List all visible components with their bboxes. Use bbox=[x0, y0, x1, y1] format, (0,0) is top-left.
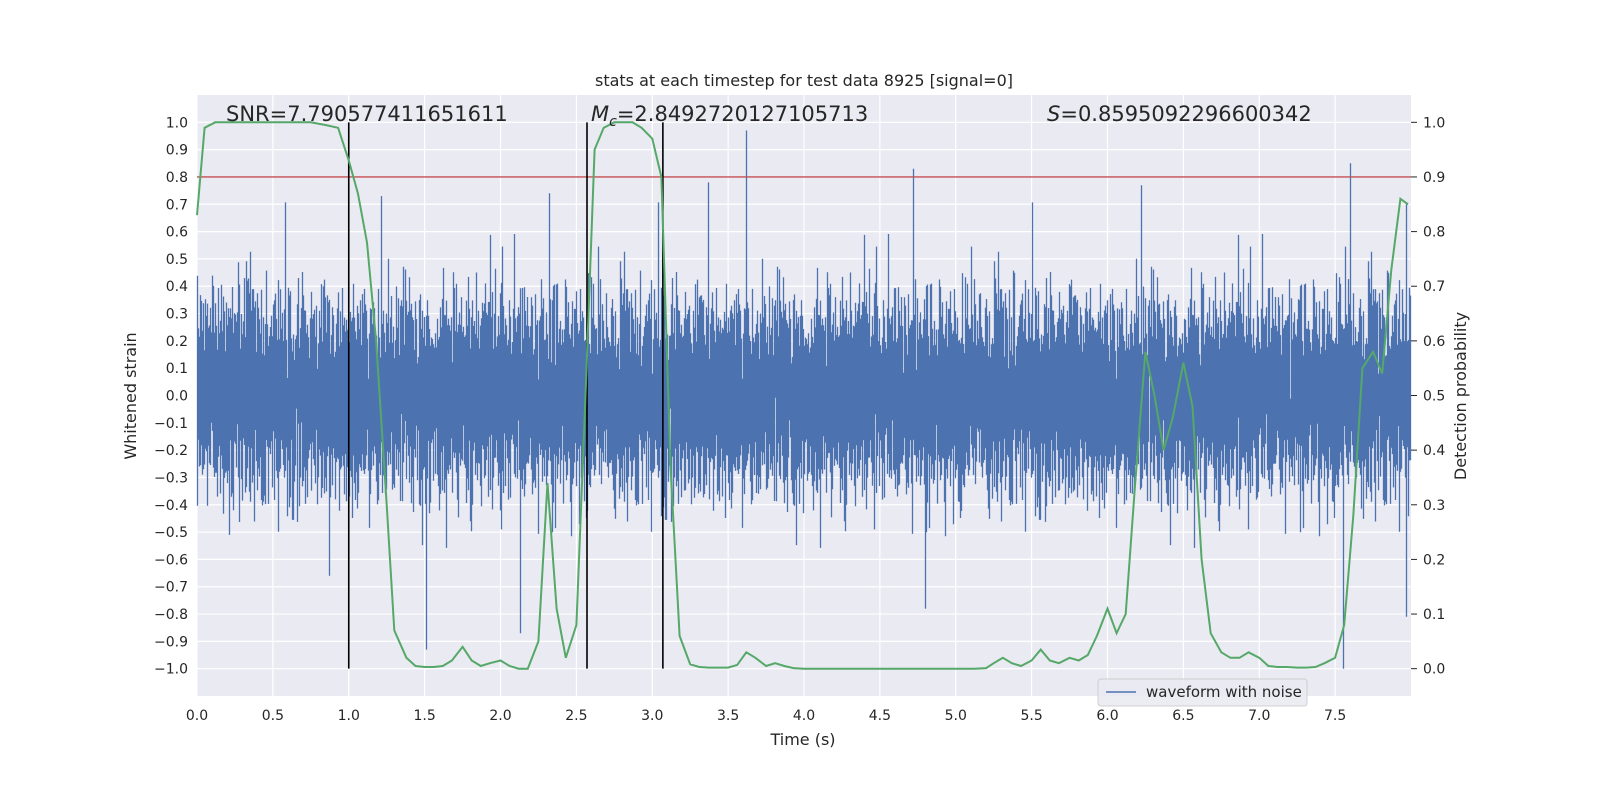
waveform-line bbox=[196, 130, 1412, 669]
x-tick-label: 4.0 bbox=[793, 708, 815, 724]
y-tick-label: 0.5 bbox=[166, 252, 188, 268]
y2-tick-label: 0.0 bbox=[1423, 662, 1445, 678]
s-value: =0.8595092296600342 bbox=[1060, 102, 1311, 126]
x-tick-label: 6.5 bbox=[1172, 708, 1194, 724]
x-tick-label: 7.0 bbox=[1248, 708, 1270, 724]
y-tick-label: −0.6 bbox=[154, 552, 188, 568]
y-tick-label: 0.6 bbox=[166, 225, 188, 241]
y-tick-label: 0.1 bbox=[166, 361, 188, 377]
x-tick-label: 0.5 bbox=[262, 708, 284, 724]
s-symbol: S bbox=[1047, 102, 1060, 126]
x-tick-label: 5.0 bbox=[945, 708, 967, 724]
y2-axis-label: Detection probability bbox=[1451, 312, 1470, 480]
x-tick-labels: 0.0 0.5 1.0 1.5 2.0 2.5 3.0 3.5 4.0 4.5 5.0 5.5 6.0 6… bbox=[186, 708, 1346, 724]
chirp-mass-annotation: Mc=2.8492720127105713 bbox=[591, 102, 868, 130]
x-tick-label: 2.0 bbox=[489, 708, 511, 724]
y-tick-label: 0.8 bbox=[166, 170, 188, 186]
chirp-mass-value: =2.8492720127105713 bbox=[617, 102, 868, 126]
chirp-mass-symbol: M bbox=[591, 102, 609, 126]
y2-tick-labels: 1.0 0.9 0.8 0.7 0.6 0.5 0.4 0.3 0.2 0.1 0.0 bbox=[1411, 115, 1445, 678]
x-tick-label: 3.0 bbox=[641, 708, 663, 724]
legend-box bbox=[1097, 678, 1308, 707]
snr-annotation: SNR=7.790577411651611 bbox=[226, 102, 508, 126]
chirp-mass-subscript: c bbox=[609, 114, 617, 130]
y2-tick-label: 0.3 bbox=[1423, 498, 1445, 514]
x-tick-label: 6.0 bbox=[1096, 708, 1118, 724]
y-tick-label: 0.2 bbox=[166, 334, 188, 350]
y-tick-label: −1.0 bbox=[154, 662, 188, 678]
legend: waveform with noise bbox=[1097, 678, 1308, 707]
chart-title: stats at each timestep for test data 892… bbox=[595, 71, 1013, 90]
x-axis-label: Time (s) bbox=[769, 730, 835, 749]
y2-tick-label: 0.6 bbox=[1423, 334, 1445, 350]
y2-tick-label: 0.8 bbox=[1423, 225, 1445, 241]
y-tick-label: −0.7 bbox=[154, 580, 188, 596]
legend-entry-waveform: waveform with noise bbox=[1146, 683, 1302, 701]
y-tick-label: −0.2 bbox=[154, 443, 188, 459]
y2-tick-label: 0.5 bbox=[1423, 389, 1445, 405]
y-tick-label: −0.8 bbox=[154, 607, 188, 623]
x-tick-label: 0.0 bbox=[186, 708, 208, 724]
x-tick-label: 1.5 bbox=[413, 708, 435, 724]
y-tick-label: −0.5 bbox=[154, 525, 188, 541]
x-tick-label: 5.5 bbox=[1020, 708, 1042, 724]
x-tick-label: 7.5 bbox=[1324, 708, 1346, 724]
x-tick-label: 2.5 bbox=[565, 708, 587, 724]
detection-probability-line bbox=[196, 121, 1409, 670]
y-tick-label: 1.0 bbox=[166, 115, 188, 131]
detection-probability-series bbox=[196, 121, 1409, 670]
y-tick-label: 0.0 bbox=[166, 389, 188, 405]
y-tick-label: 0.4 bbox=[166, 279, 188, 295]
y-tick-label: 0.3 bbox=[166, 307, 188, 323]
y-tick-label: −0.4 bbox=[154, 498, 188, 514]
waveform-series bbox=[196, 130, 1412, 669]
y-tick-labels: 1.0 0.9 0.8 0.7 0.6 0.5 0.4 0.3 0.2 0.1 0.0 −0.1 −0.… bbox=[154, 115, 188, 677]
x-tick-label: 3.5 bbox=[717, 708, 739, 724]
y2-tick-label: 0.1 bbox=[1423, 607, 1445, 623]
x-tick-label: 4.5 bbox=[869, 708, 891, 724]
y2-tick-label: 0.2 bbox=[1423, 552, 1445, 568]
y2-tick-label: 1.0 bbox=[1423, 115, 1445, 131]
y-tick-label: 0.7 bbox=[166, 197, 188, 213]
s-annotation: S=0.8595092296600342 bbox=[1047, 102, 1312, 126]
y-tick-label: −0.9 bbox=[154, 634, 188, 650]
y2-tick-label: 0.7 bbox=[1423, 279, 1445, 295]
y2-tick-label: 0.9 bbox=[1423, 170, 1445, 186]
y-tick-label: −0.1 bbox=[154, 416, 188, 432]
x-tick-label: 1.0 bbox=[338, 708, 360, 724]
y-tick-label: −0.3 bbox=[154, 470, 188, 486]
y-axis-label: Whitened strain bbox=[121, 332, 140, 459]
y2-tick-label: 0.4 bbox=[1423, 443, 1445, 459]
y-tick-label: 0.9 bbox=[166, 143, 188, 159]
